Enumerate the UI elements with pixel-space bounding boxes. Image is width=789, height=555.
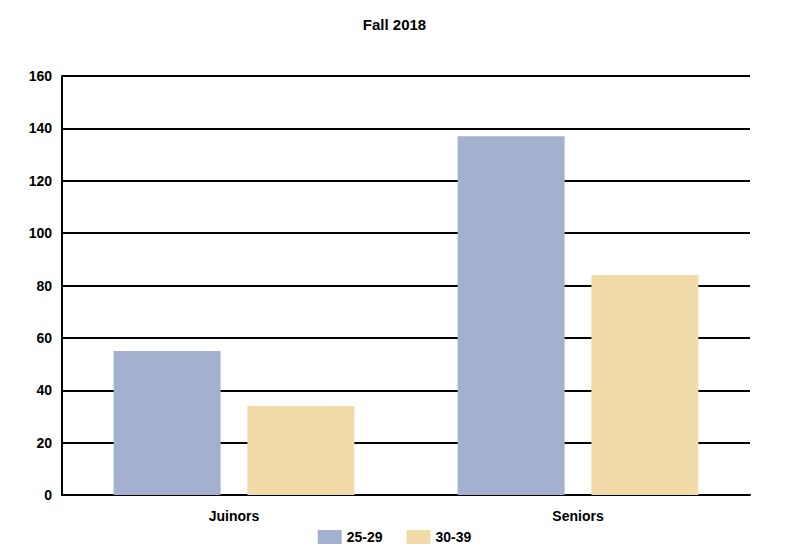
svg-text:25-29: 25-29 <box>347 529 383 545</box>
svg-text:Fall 2018: Fall 2018 <box>363 16 426 33</box>
svg-text:60: 60 <box>36 330 52 346</box>
svg-text:Juinors: Juinors <box>209 508 260 524</box>
svg-text:0: 0 <box>44 487 52 503</box>
svg-text:20: 20 <box>36 435 52 451</box>
svg-text:140: 140 <box>29 120 53 136</box>
svg-text:120: 120 <box>29 173 53 189</box>
svg-text:160: 160 <box>29 68 53 84</box>
svg-text:80: 80 <box>36 278 52 294</box>
svg-text:30-39: 30-39 <box>436 529 472 545</box>
svg-text:Seniors: Seniors <box>552 508 604 524</box>
svg-text:100: 100 <box>29 225 53 241</box>
svg-text:40: 40 <box>36 382 52 398</box>
